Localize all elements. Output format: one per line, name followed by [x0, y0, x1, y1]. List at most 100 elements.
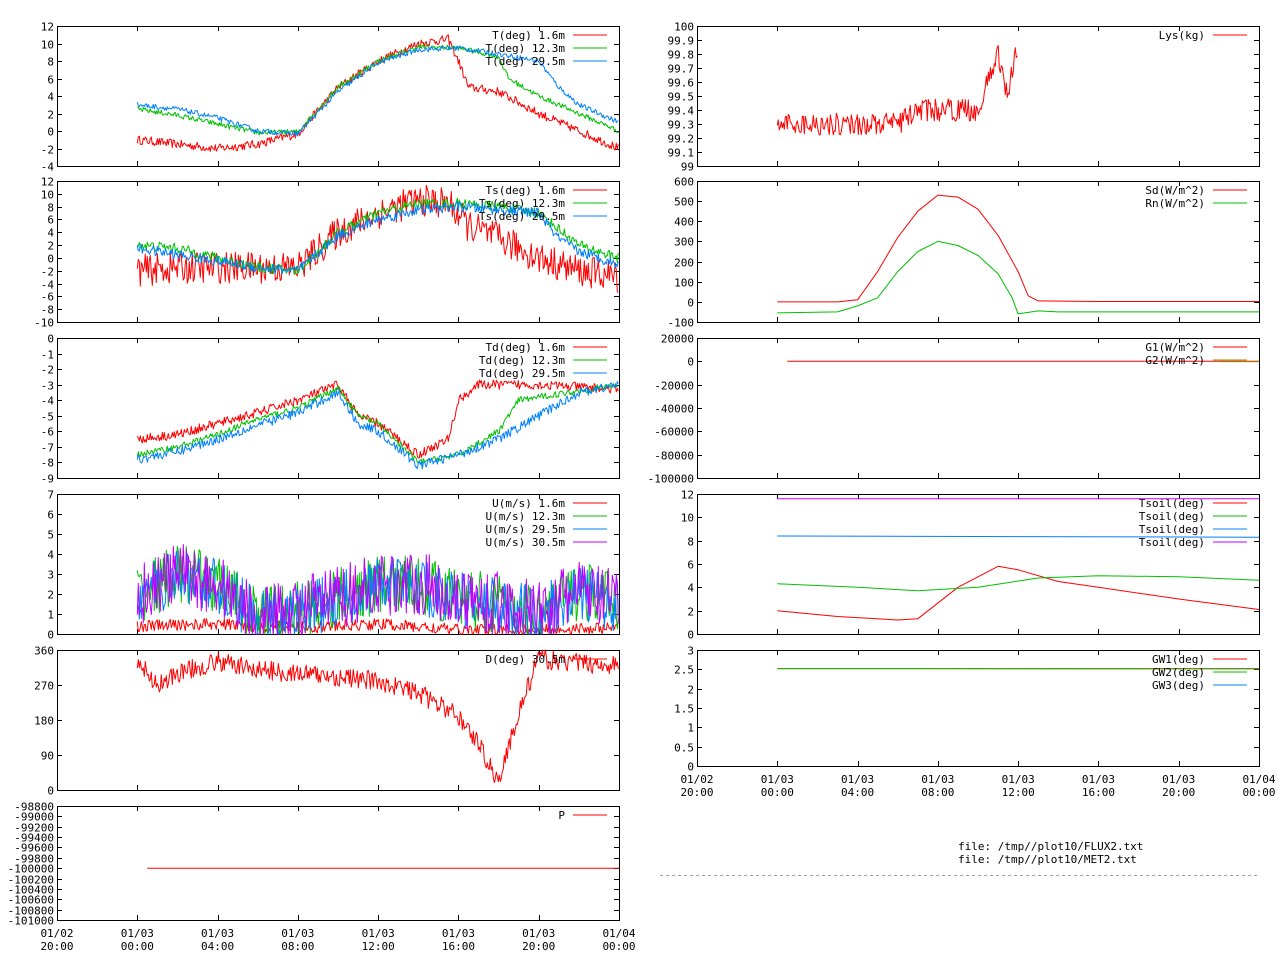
y-tick-label: -100200 [8, 874, 54, 887]
y-tick-label: -40000 [654, 403, 694, 416]
y-tick-label: 4 [47, 227, 54, 240]
y-tick-label: 2 [47, 240, 54, 253]
y-tick-label: 270 [34, 680, 54, 693]
y-tick-label: -100400 [8, 884, 54, 897]
y-tick-label: 99.4 [668, 105, 695, 118]
file-name: file: /tmp//plot10/MET2.txt [958, 853, 1137, 866]
series-line [136, 543, 619, 635]
legend-label: T(deg) 29.5m [486, 55, 566, 68]
series-line [777, 565, 1260, 621]
legend-label: Td(deg) 12.3m [479, 354, 565, 367]
legend-label: T(deg) 1.6m [492, 29, 565, 42]
series-line [777, 575, 1260, 592]
y-tick-label: 0 [687, 356, 694, 369]
x-tick-label: 12:00 [362, 940, 395, 953]
series-line [776, 45, 1018, 136]
x-tick-label: 01/03 [281, 927, 314, 940]
legend-label: Tsoil(deg) [1139, 497, 1205, 510]
y-tick-label: 0.5 [674, 742, 694, 755]
y-tick-label: 10 [681, 512, 694, 525]
y-tick-label: 8 [687, 536, 694, 549]
series-line [136, 649, 619, 784]
x-tick-label: 01/03 [121, 927, 154, 940]
x-tick-label: 08:00 [281, 940, 314, 953]
y-tick-label: -3 [41, 380, 54, 393]
y-tick-label: -4 [41, 279, 55, 292]
y-tick-label: 3 [47, 569, 54, 582]
y-tick-label: 6 [47, 509, 54, 522]
x-tick-label: 00:00 [1242, 786, 1275, 799]
x-tick-label: 04:00 [841, 786, 874, 799]
x-tick-label: 00:00 [121, 940, 154, 953]
y-tick-label: 6 [47, 214, 54, 227]
panel-soil-temperature: 024681012Tsoil(deg)Tsoil(deg)Tsoil(deg)T… [681, 489, 1260, 642]
y-tick-label: 8 [47, 56, 54, 69]
plot-frame [57, 806, 620, 921]
legend-label: GW2(deg) [1152, 666, 1205, 679]
y-tick-label: 0 [687, 297, 694, 310]
legend-label: Td(deg) 1.6m [486, 341, 566, 354]
legend-label: Tsoil(deg) [1139, 536, 1205, 549]
x-tick-label: 20:00 [1162, 786, 1195, 799]
series-line [777, 535, 1260, 538]
y-tick-label: -100600 [8, 894, 54, 907]
y-tick-label: 400 [674, 216, 694, 229]
series-line [777, 194, 1259, 303]
y-tick-label: 99.1 [668, 147, 695, 160]
x-tick-label: 01/03 [921, 773, 954, 786]
x-tick-label: 12:00 [1002, 786, 1035, 799]
y-tick-label: -100000 [8, 863, 54, 876]
y-tick-label: 500 [674, 196, 694, 209]
y-tick-label: -6 [41, 426, 54, 439]
legend-label: GW1(deg) [1152, 653, 1205, 666]
y-tick-label: 600 [674, 176, 694, 189]
y-tick-label: -9 [41, 473, 54, 486]
y-tick-label: 4 [47, 549, 54, 562]
x-tick-label: 00:00 [761, 786, 794, 799]
y-tick-label: 0 [47, 253, 54, 266]
y-tick-label: -99000 [14, 811, 54, 824]
y-tick-label: 4 [687, 582, 694, 595]
x-tick-label: 01/03 [761, 773, 794, 786]
y-tick-label: 12 [681, 489, 694, 502]
series-line [136, 379, 619, 459]
x-tick-label: 01/03 [362, 927, 395, 940]
series-line [136, 618, 619, 635]
y-tick-label: 12 [41, 176, 54, 189]
file-name: file: /tmp//plot10/FLUX2.txt [958, 840, 1144, 853]
y-tick-label: -20000 [654, 380, 694, 393]
y-tick-label: -99600 [14, 842, 54, 855]
series-line [136, 201, 619, 275]
y-tick-label: -10 [34, 317, 54, 330]
x-tick-label: 16:00 [442, 940, 475, 953]
legend-label: GW3(deg) [1152, 679, 1205, 692]
y-tick-label: -2 [41, 266, 54, 279]
x-tick-label: 01/04 [602, 927, 635, 940]
y-tick-label: -99800 [14, 853, 54, 866]
panel-pressure: -101000-100800-100600-100400-100200-1000… [8, 801, 636, 954]
y-tick-label: 5 [47, 529, 54, 542]
panel-groundwater: 0 0.5 1 1.5 2 2.5 3 GW1(deg)GW2(deg)GW3(deg) 01/… [674, 645, 1276, 800]
y-tick-label: 6 [47, 74, 54, 87]
y-tick-label: 99.5 [668, 91, 695, 104]
plot-frame [57, 338, 620, 479]
legend-label: U(m/s) 12.3m [486, 510, 566, 523]
y-tick-label: 99.3 [668, 119, 695, 132]
y-tick-label: 2 [47, 109, 54, 122]
legend-label: Ts(deg) 1.6m [486, 184, 566, 197]
x-tick-label: 01/03 [841, 773, 874, 786]
legend-label: Ts(deg) 12.3m [479, 197, 565, 210]
y-tick-label: 100 [674, 21, 694, 34]
x-tick-label: 01/04 [1242, 773, 1275, 786]
legend-label: Td(deg) 29.5m [479, 367, 565, 380]
y-tick-label: 2 [47, 589, 54, 602]
legend-label: U(m/s) 29.5m [486, 523, 566, 536]
legend-label: U(m/s) 30.5m [486, 536, 566, 549]
y-tick-label: 8 [47, 202, 54, 215]
y-tick-label: -60000 [654, 426, 694, 439]
x-tick-label: 04:00 [201, 940, 234, 953]
y-tick-label: 10 [41, 39, 54, 52]
x-tick-label: 20:00 [680, 786, 713, 799]
y-tick-label: 0 [687, 761, 694, 774]
